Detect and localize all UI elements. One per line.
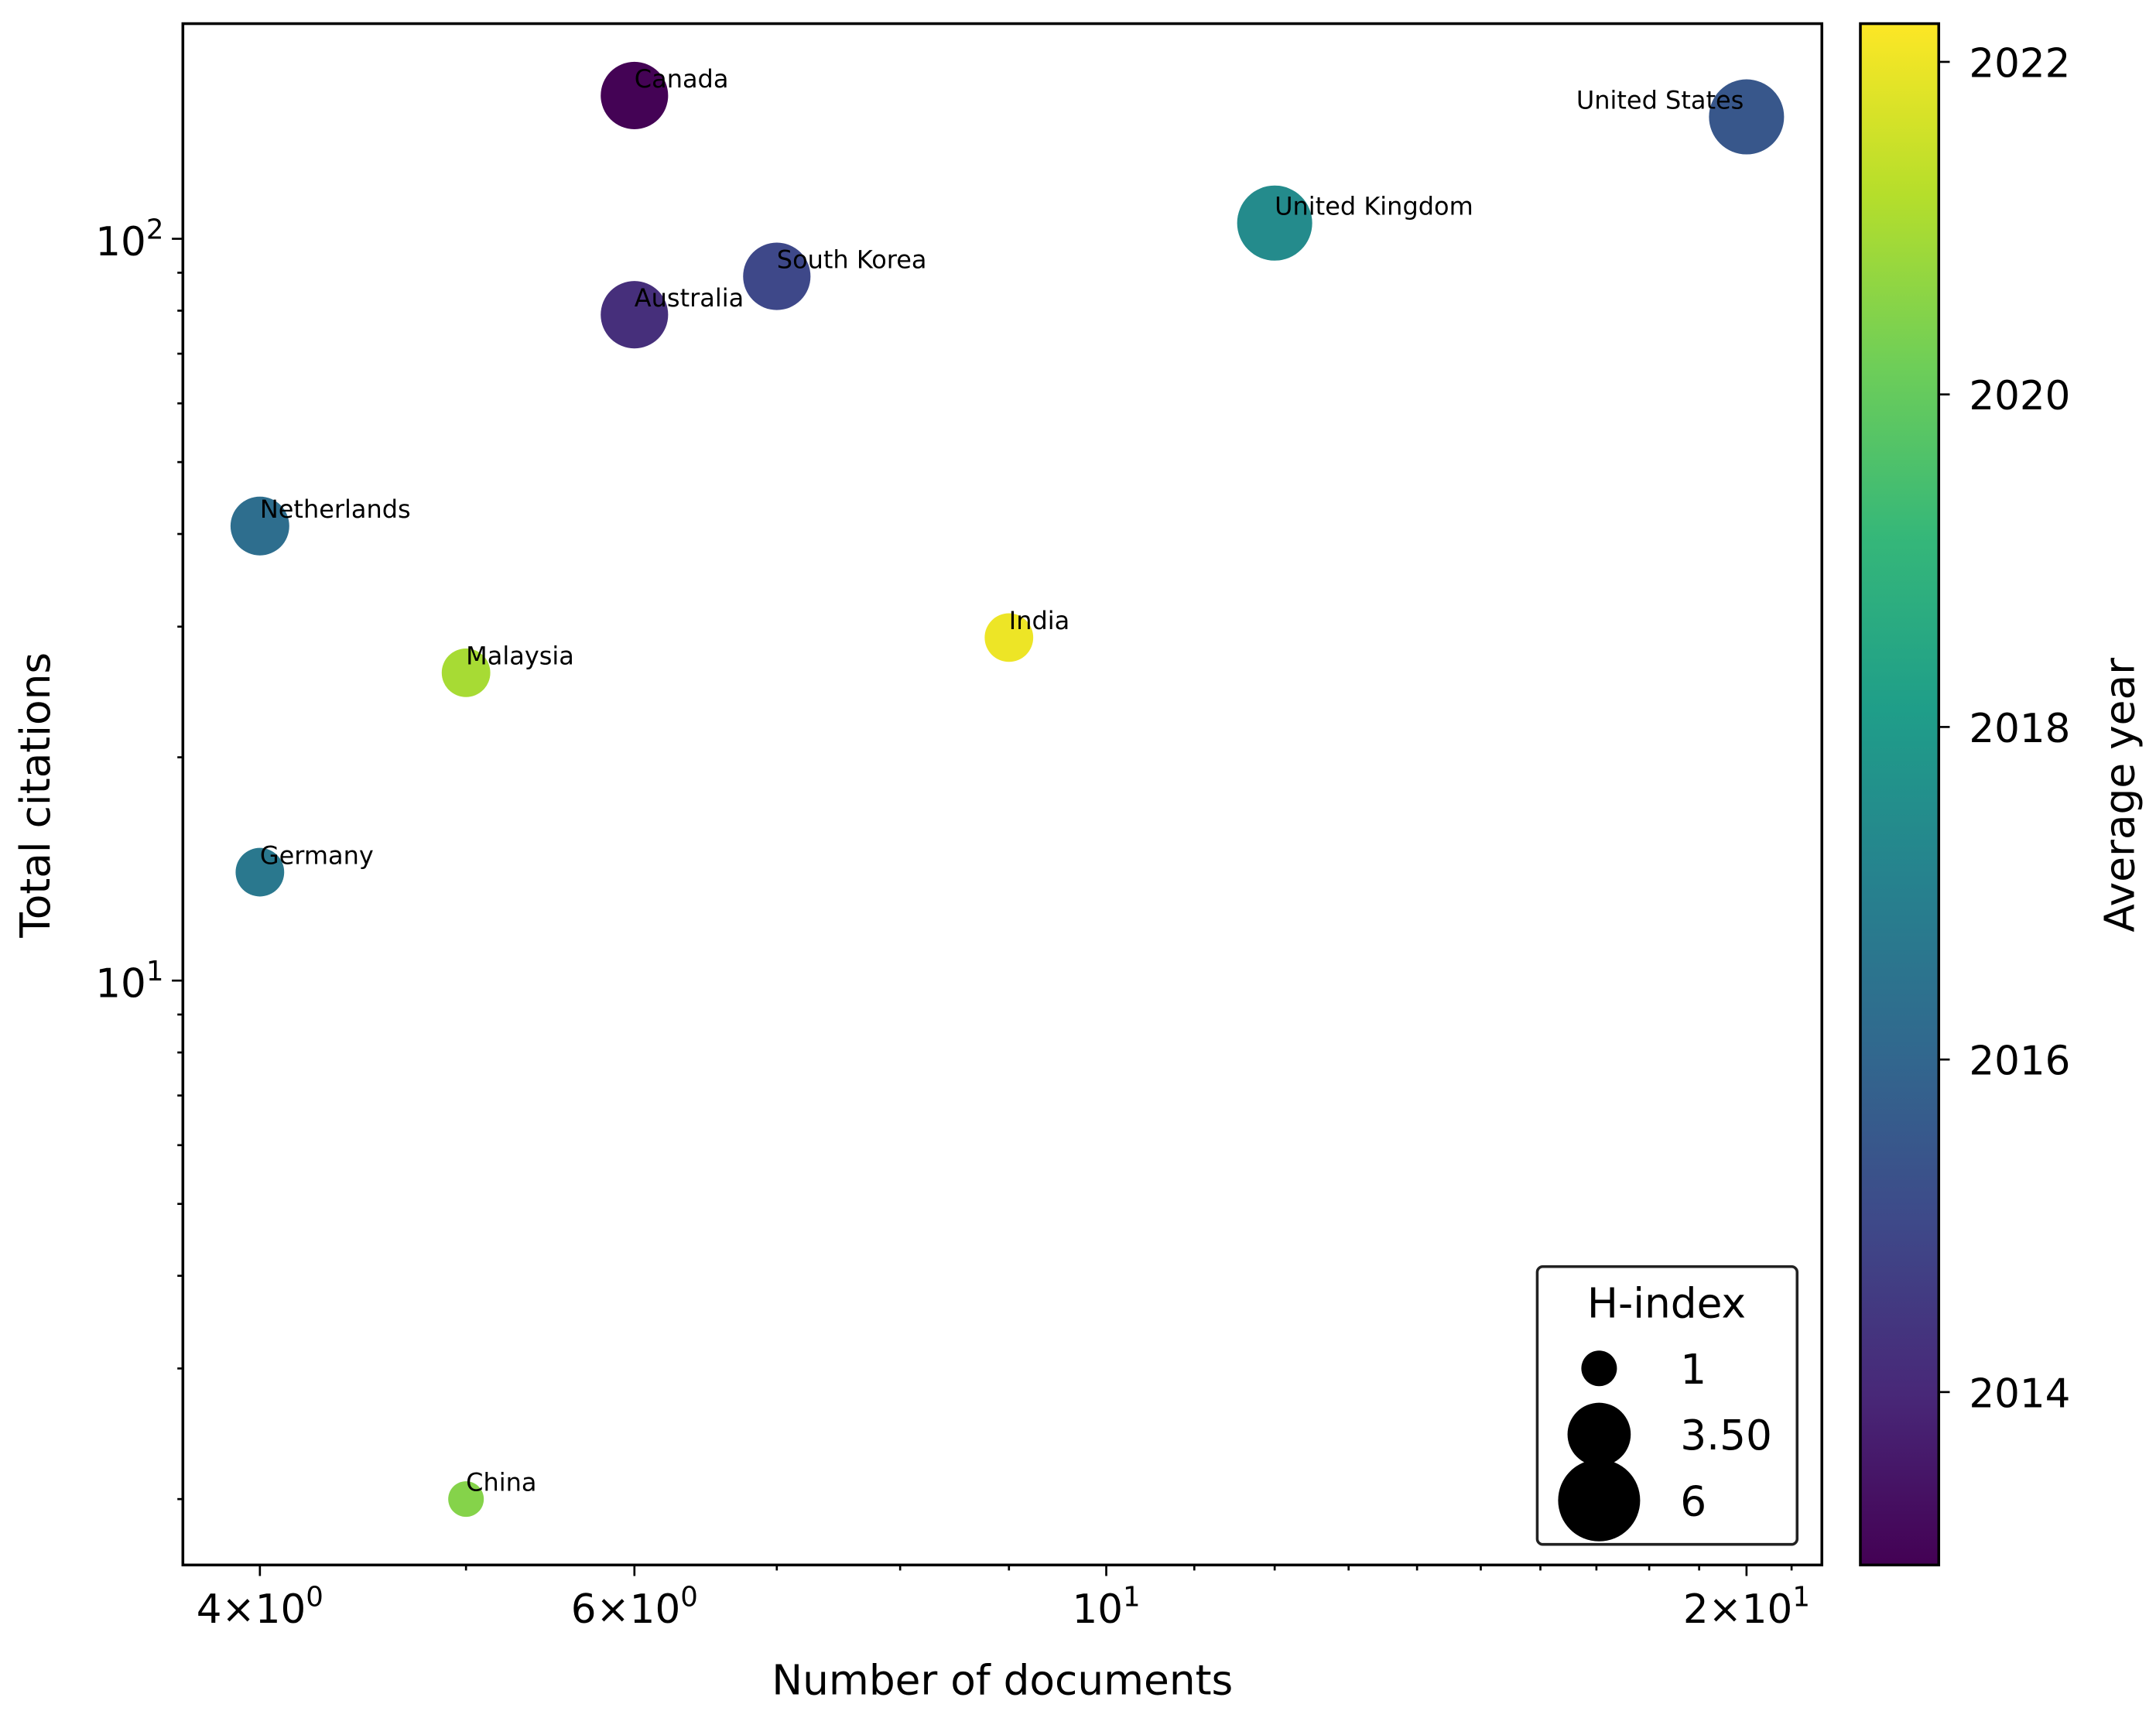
- legend-entry: 6: [1558, 1459, 1706, 1542]
- legend-label: 3.50: [1680, 1412, 1772, 1459]
- legend-marker: [1581, 1350, 1617, 1387]
- h-index-legend: H-index 1 3.50 6: [1535, 1264, 1799, 1546]
- data-point: India: [984, 606, 1069, 662]
- point-label: United Kingdom: [1275, 192, 1473, 221]
- legend-title: H-index: [1587, 1280, 1746, 1328]
- point-label: Germany: [260, 840, 374, 870]
- legend-marker: [1558, 1459, 1641, 1542]
- bubble-marker: [601, 61, 669, 129]
- legend-entry: 3.50: [1567, 1402, 1772, 1466]
- colorbar-tick-label: 2018: [1969, 706, 2070, 752]
- x-tick-label: 101: [1072, 1582, 1140, 1633]
- colorbar-tick-label: 2014: [1969, 1371, 2070, 1417]
- data-point: Netherlands: [230, 494, 411, 556]
- legend-marker: [1567, 1402, 1631, 1466]
- bubble-marker: [743, 242, 811, 310]
- data-point: Australia: [601, 281, 744, 349]
- point-label: Malaysia: [466, 642, 574, 671]
- point-label: India: [1009, 606, 1069, 635]
- bubble-marker: [441, 648, 491, 697]
- y-tick-label: 102: [95, 214, 163, 265]
- data-point: United Kingdom: [1237, 185, 1473, 261]
- legend-entry: 1: [1581, 1346, 1706, 1394]
- colorbar-gradient: [1859, 22, 1941, 1567]
- x-tick-label: 4×100: [197, 1582, 323, 1633]
- x-axis-label: Number of documents: [772, 1656, 1233, 1704]
- data-point: China: [448, 1467, 537, 1518]
- data-point: Canada: [601, 61, 729, 129]
- y-axis-ticks: 101 102: [95, 214, 183, 1501]
- bubble-marker: [984, 613, 1034, 662]
- point-label: United States: [1576, 85, 1744, 115]
- colorbar: 2014 2016 2018 2020 2022 Average year: [1859, 22, 2144, 1567]
- bubble-marker: [601, 281, 669, 349]
- bubble-marker: [1709, 79, 1785, 155]
- point-label: Australia: [635, 283, 744, 313]
- x-tick-label: 2×101: [1683, 1582, 1810, 1633]
- bubble-marker: [235, 847, 285, 897]
- legend-label: 6: [1680, 1477, 1706, 1525]
- point-label: Canada: [635, 64, 729, 94]
- point-label: Netherlands: [260, 494, 411, 524]
- colorbar-tick-label: 2022: [1969, 41, 2070, 87]
- bubble-marker: [230, 496, 289, 556]
- data-point: South Korea: [743, 242, 927, 310]
- data-point: United States: [1576, 79, 1785, 155]
- colorbar-label: Average year: [2096, 658, 2144, 932]
- data-point: Germany: [235, 840, 374, 897]
- y-tick-label: 101: [95, 956, 163, 1007]
- bubble-marker: [1237, 185, 1312, 261]
- x-axis-ticks: 4×100 6×100 101 2×101: [197, 1565, 1810, 1633]
- y-axis-label: Total citations: [12, 652, 60, 939]
- plot-frame: [181, 22, 1824, 1567]
- bubble-marker: [448, 1481, 484, 1518]
- point-label: China: [466, 1467, 536, 1497]
- point-label: South Korea: [777, 245, 927, 274]
- colorbar-tick-label: 2020: [1969, 373, 2070, 419]
- legend-label: 1: [1680, 1346, 1706, 1394]
- data-point: Malaysia: [441, 642, 574, 697]
- colorbar-tick-label: 2016: [1969, 1039, 2070, 1085]
- data-points: Canada United States United Kingdom South K…: [230, 61, 1785, 1518]
- x-tick-label: 6×100: [571, 1582, 698, 1633]
